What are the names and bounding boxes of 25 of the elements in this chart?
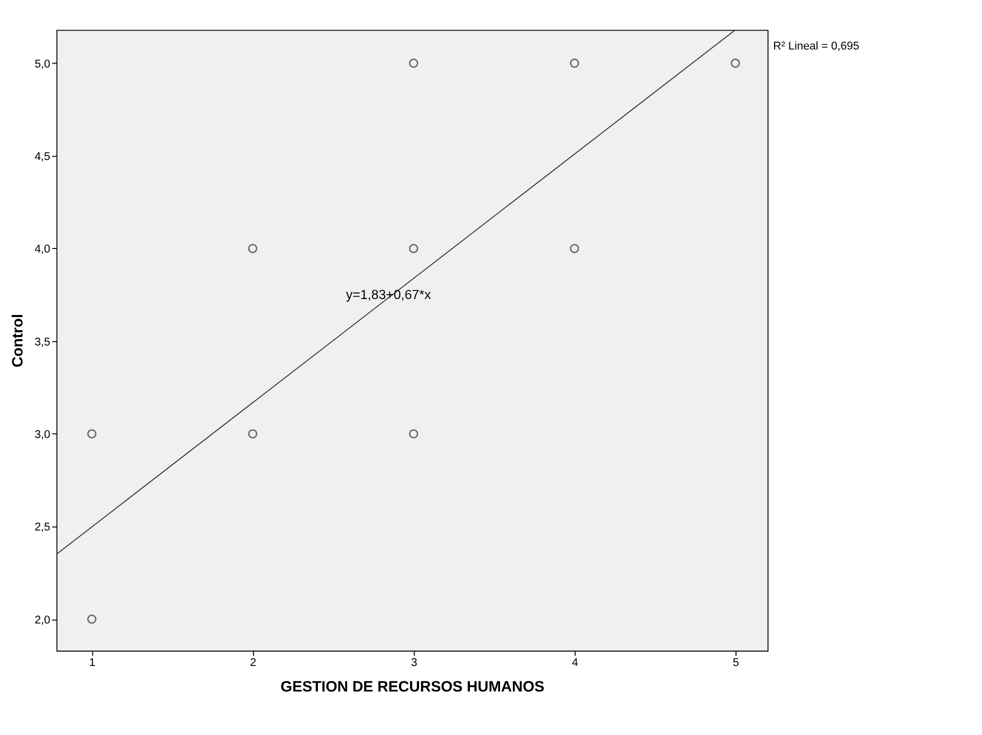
x-tick-label: 5 xyxy=(732,657,739,670)
point xyxy=(408,58,418,68)
point xyxy=(570,244,580,254)
text: R² Lineal = 0,695 xyxy=(773,40,860,53)
y-axis-title: Control xyxy=(9,314,26,368)
y-tick-label: 4,5 xyxy=(34,151,50,164)
x-tick-label: 3 xyxy=(410,657,418,670)
y-tick-label: 2,0 xyxy=(34,614,50,626)
y-tick-label: 3,5 xyxy=(34,336,50,348)
x-tick-label: 2 xyxy=(250,657,256,670)
x-tick-label: 4 xyxy=(572,657,578,670)
point xyxy=(408,429,418,438)
point xyxy=(730,58,740,68)
y-tick-label: 3,0 xyxy=(34,429,50,442)
point xyxy=(408,244,418,254)
y-tick-label: 5,0 xyxy=(34,58,50,70)
x-tick-label: 1 xyxy=(89,657,96,670)
point xyxy=(87,614,96,624)
point xyxy=(248,244,258,254)
point xyxy=(87,429,96,438)
y-tick-label: 2,5 xyxy=(34,522,50,534)
point xyxy=(570,58,580,68)
point xyxy=(248,429,258,438)
x-axis-title: GESTION DE RECURSOS HUMANOS xyxy=(280,678,544,696)
y-tick-label: 4,0 xyxy=(34,244,50,256)
